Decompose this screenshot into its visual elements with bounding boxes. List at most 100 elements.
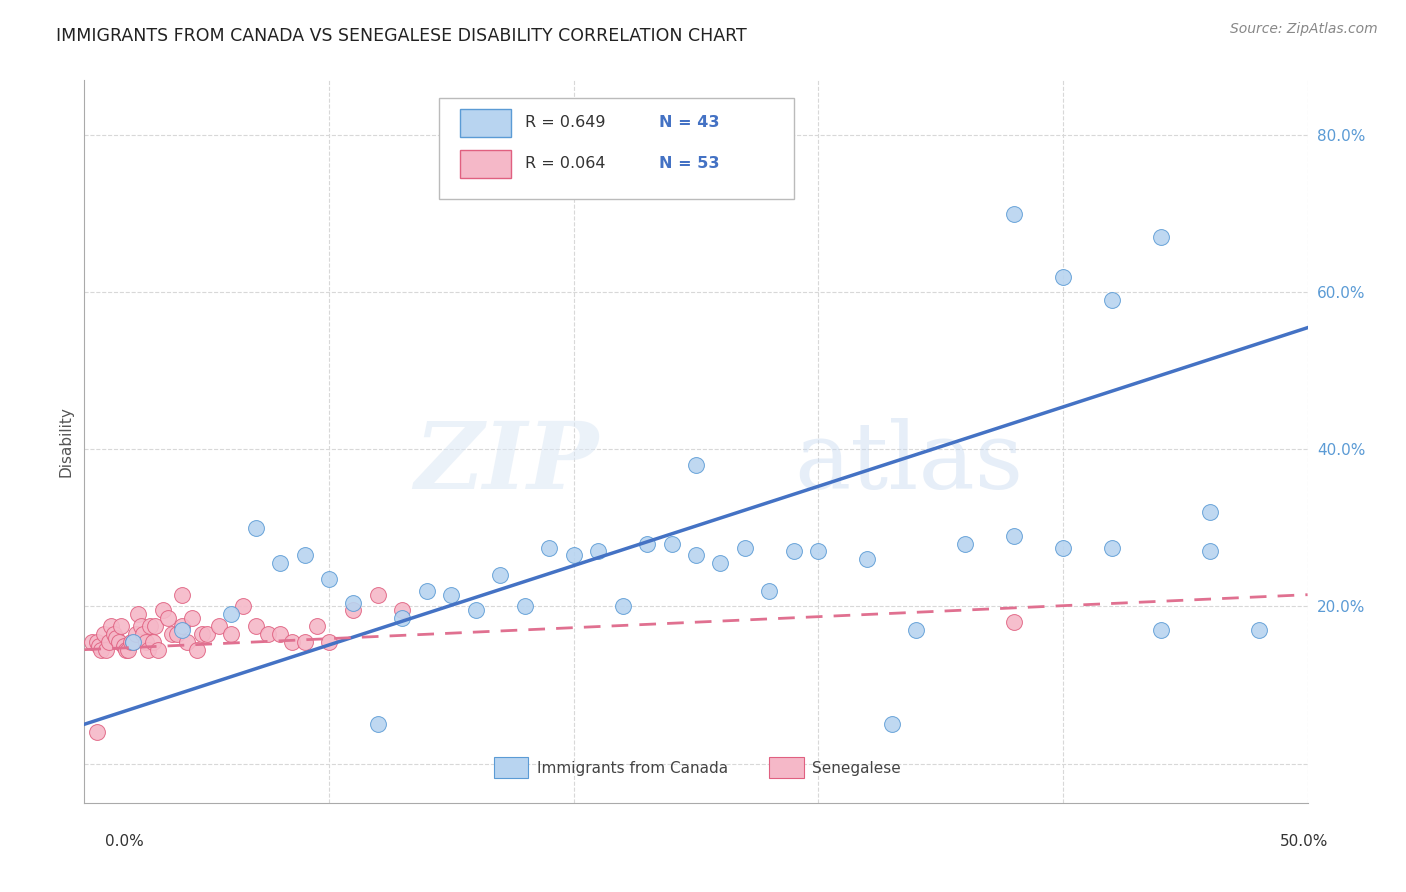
Point [96, 642, 118, 657]
Point [125, 627, 148, 641]
Point [127, 607, 149, 622]
Point [117, 642, 139, 657]
Point [367, 717, 389, 731]
Point [538, 541, 561, 555]
Point [1101, 293, 1123, 308]
Bar [460, 151, 512, 178]
Bar [460, 109, 512, 136]
Point [122, 635, 145, 649]
Text: atlas: atlas [794, 418, 1024, 508]
Point [232, 599, 254, 614]
Point [87, 639, 110, 653]
Point [685, 458, 707, 472]
Point [807, 544, 830, 558]
Point [139, 619, 162, 633]
Point [1002, 207, 1025, 221]
Point [318, 635, 340, 649]
Point [172, 619, 194, 633]
Text: IMMIGRANTS FROM CANADA VS SENEGALESE DISABILITY CORRELATION CHART: IMMIGRANTS FROM CANADA VS SENEGALESE DIS… [56, 27, 747, 45]
Point [86, 725, 108, 739]
Point [342, 603, 364, 617]
Point [191, 627, 214, 641]
Point [1052, 541, 1074, 555]
Text: Senegalese: Senegalese [813, 761, 901, 776]
Point [391, 611, 413, 625]
Point [513, 599, 536, 614]
Point [172, 588, 194, 602]
Point [612, 599, 634, 614]
Point [219, 627, 242, 641]
Point [1198, 505, 1220, 519]
Point [80, 635, 103, 649]
Point [245, 521, 267, 535]
Bar [769, 757, 804, 778]
Text: Source: ZipAtlas.com: Source: ZipAtlas.com [1230, 22, 1378, 37]
Point [97, 635, 120, 649]
Text: N = 43: N = 43 [659, 115, 720, 130]
Point [257, 627, 280, 641]
Point [562, 549, 585, 563]
Point [93, 627, 115, 641]
Point [90, 642, 112, 657]
Point [112, 639, 135, 653]
Point [176, 635, 198, 649]
Point [105, 631, 128, 645]
Point [152, 603, 174, 617]
Point [661, 536, 683, 550]
Point [294, 635, 316, 649]
Point [464, 603, 486, 617]
Point [294, 549, 316, 563]
Point [1052, 269, 1074, 284]
Point [1150, 230, 1173, 244]
Point [120, 635, 142, 649]
Point [186, 642, 208, 657]
Point [440, 588, 463, 602]
Point [489, 568, 512, 582]
Bar [494, 757, 529, 778]
Point [391, 603, 413, 617]
Point [219, 607, 242, 622]
Point [143, 619, 166, 633]
Point [367, 588, 389, 602]
Point [129, 619, 152, 633]
Point [1198, 544, 1220, 558]
Point [195, 627, 218, 641]
Point [107, 635, 129, 649]
Point [1002, 529, 1025, 543]
Point [122, 635, 145, 649]
Point [586, 544, 609, 558]
Point [103, 627, 125, 641]
Point [245, 619, 267, 633]
Point [305, 619, 328, 633]
Point [166, 627, 188, 641]
Point [181, 611, 204, 625]
Point [269, 556, 291, 570]
Point [758, 583, 780, 598]
Point [86, 635, 108, 649]
Point [416, 583, 439, 598]
Point [734, 541, 756, 555]
Point [281, 635, 304, 649]
Point [269, 627, 291, 641]
Point [1101, 541, 1123, 555]
Point [905, 623, 928, 637]
Y-axis label: Disability: Disability [58, 406, 73, 477]
Point [856, 552, 879, 566]
Point [135, 635, 157, 649]
Text: R = 0.649: R = 0.649 [524, 115, 605, 130]
Point [142, 635, 165, 649]
Point [1002, 615, 1025, 630]
Text: Immigrants from Canada: Immigrants from Canada [537, 761, 728, 776]
Point [685, 549, 707, 563]
Point [115, 642, 138, 657]
Point [146, 642, 169, 657]
Text: 50.0%: 50.0% [1281, 834, 1329, 849]
Point [172, 623, 194, 637]
Point [208, 619, 231, 633]
FancyBboxPatch shape [439, 98, 794, 200]
Text: R = 0.064: R = 0.064 [524, 156, 605, 171]
Point [1247, 623, 1270, 637]
Text: N = 53: N = 53 [659, 156, 720, 171]
Point [100, 619, 122, 633]
Text: ZIP: ZIP [413, 418, 598, 508]
